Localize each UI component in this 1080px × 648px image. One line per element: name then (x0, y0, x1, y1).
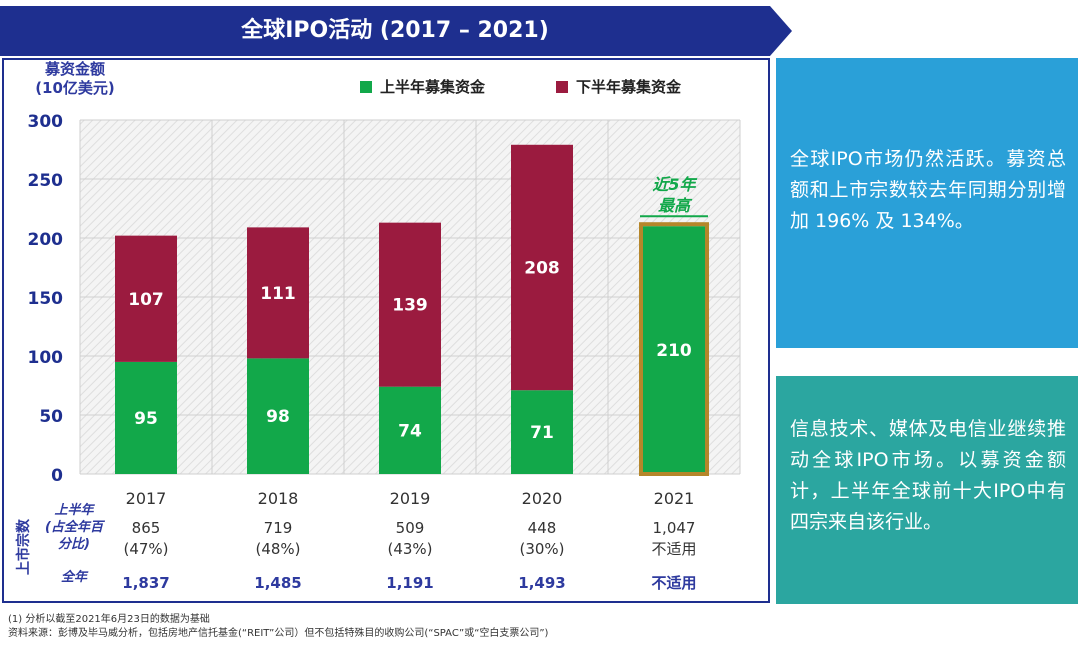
x-tick-label-2017: 2017 (126, 489, 167, 508)
side-label-text: 上市宗数 (16, 519, 32, 575)
h1-count-value-2017: 865 (131, 519, 161, 537)
data-label-2020-h1: 71 (530, 423, 554, 443)
footnote-source: 资料来源：彭博及毕马威分析，包括房地产信托基金(“REIT”公司）但不包括特殊目… (8, 628, 549, 639)
legend-item-h1: 上半年募集资金 (360, 76, 485, 97)
bar-2018-h2 (247, 227, 309, 359)
insight-panel-2: 信息技术、媒体及电信业继续推动全球IPO市场。以募资金额计，上半年全球前十大IP… (776, 376, 1078, 604)
x-tick-label-2019: 2019 (390, 489, 431, 508)
full-count-2017: 1,837 (122, 574, 170, 592)
h1-count-value-2020: 448 (527, 519, 557, 537)
h1-count-2020: 448 (30%) (492, 518, 592, 560)
data-label-2021-h1: 210 (656, 341, 692, 361)
annotation-line-1: 最高 (658, 196, 693, 215)
data-label-2020-h2: 208 (524, 259, 560, 279)
y-tick-label-2: 100 (28, 348, 64, 368)
x-tick-label-2020: 2020 (522, 489, 563, 508)
full-count-2020: 1,493 (518, 574, 566, 592)
data-label-2017-h1: 95 (134, 409, 158, 429)
x-tick-label-2021: 2021 (654, 489, 695, 508)
h1-pct-value-2018: (48%) (255, 540, 301, 558)
full-count-2019: 1,191 (386, 574, 434, 592)
annotation-line-0: 近5年 (652, 175, 697, 194)
legend-swatch-h1 (360, 80, 372, 93)
page-title: 全球IPO活动 (2017 – 2021) (241, 18, 549, 43)
legend-label-h1: 上半年募集资金 (380, 78, 486, 96)
data-label-2018-h2: 111 (260, 284, 296, 304)
h1-pct-value-2017: (47%) (123, 540, 169, 558)
data-label-2018-h1: 98 (266, 407, 290, 427)
y-tick-label-6: 300 (28, 112, 64, 132)
ipo-bar-chart: 0 50 100 150 200 250 300 95 107 98 111 74 139 71 208 2… (28, 112, 741, 508)
y-tick-label-0: 0 (51, 466, 63, 486)
data-label-2017-h2: 107 (128, 290, 164, 310)
insight-text-1: 全球IPO市场仍然活跃。募资总额和上市宗数较去年同期分别增加 196% 及 13… (790, 148, 1066, 232)
data-label-2019-h1: 74 (398, 421, 422, 441)
h1-count-2021: 1,047 不适用 (624, 518, 724, 560)
h1-pct-value-2021: 不适用 (651, 540, 697, 558)
h1-count-value-2018: 719 (263, 519, 293, 537)
full-count-2018: 1,485 (254, 574, 302, 592)
y-tick-label-3: 150 (28, 289, 64, 309)
bar-2017-h1 (115, 361, 177, 474)
x-tick-label-2018: 2018 (258, 489, 299, 508)
bar-2019-h2 (379, 222, 441, 387)
legend-label-h2: 下半年募集资金 (576, 78, 682, 96)
chart-frame (2, 58, 770, 603)
bar-highlight-outline (639, 222, 709, 476)
bar-2017-h2 (115, 235, 177, 362)
insight-text-2: 信息技术、媒体及电信业继续推动全球IPO市场。以募资金额计，上半年全球前十大IP… (790, 418, 1066, 533)
y-tick-label-4: 200 (28, 230, 64, 250)
bar-2019-h1 (379, 386, 441, 474)
y-tick-label-5: 250 (28, 171, 64, 191)
full-count-2021: 不适用 (651, 574, 697, 592)
h1-count-value-2019: 509 (395, 519, 425, 537)
h1-pct-value-2019: (43%) (387, 540, 433, 558)
bar-2018-h1 (247, 358, 309, 474)
data-label-2019-h2: 139 (392, 296, 428, 316)
title-banner (0, 6, 770, 56)
y-tick-label-1: 50 (39, 407, 63, 427)
footnote-1: (1) 分析以截至2021年6月23日的数据为基础 (8, 614, 210, 625)
h1-count-value-2021: 1,047 (652, 519, 696, 537)
row-label-full: 全年 (60, 570, 87, 585)
legend-swatch-h2 (556, 80, 568, 93)
title-banner-arrow (770, 6, 792, 56)
h1-count-2018: 719 (48%) (228, 518, 328, 560)
insight-panel-1: 全球IPO市场仍然活跃。募资总额和上市宗数较去年同期分别增加 196% 及 13… (776, 58, 1078, 348)
bar-2020-h2 (511, 144, 573, 391)
legend-item-h2: 下半年募集资金 (556, 76, 681, 97)
h1-count-2017: 865 (47%) (96, 518, 196, 560)
bar-2020-h1 (511, 390, 573, 474)
h1-pct-value-2020: (30%) (519, 540, 565, 558)
h1-count-2019: 509 (43%) (360, 518, 460, 560)
bar-2021-h1 (643, 226, 705, 474)
y-axis-title: 募资金额 (10亿美元) (35, 60, 115, 97)
row-label-h1: 上半年 (占全年百 分比) (45, 503, 103, 552)
